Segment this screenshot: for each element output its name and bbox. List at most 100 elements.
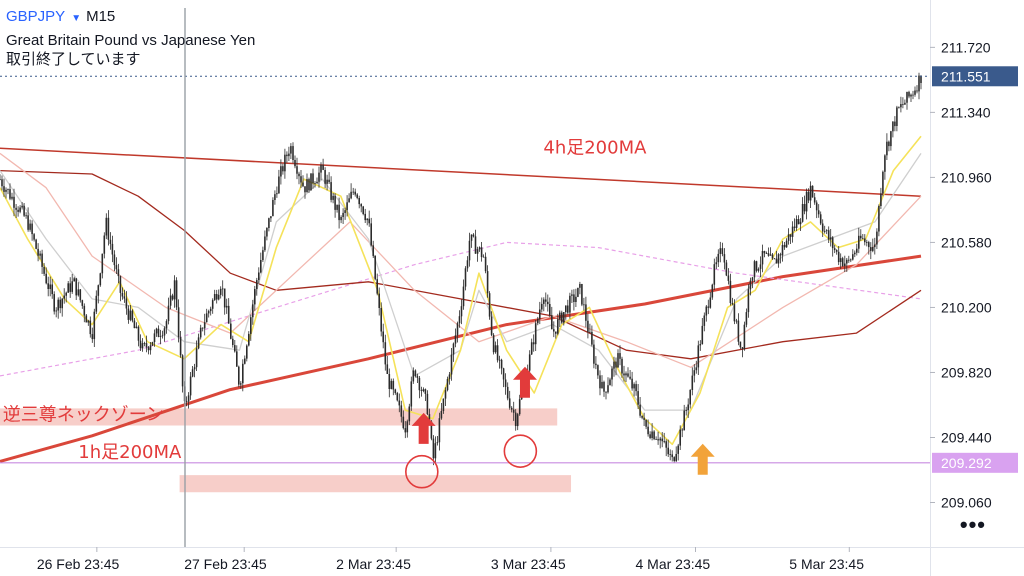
candle-body [276, 193, 278, 194]
candle-body [906, 92, 908, 103]
candle-body [874, 245, 876, 248]
candle-body [587, 321, 589, 332]
candle-body [67, 283, 69, 292]
candle-body [391, 381, 393, 389]
candle-body [696, 367, 698, 370]
more-icon[interactable]: ••• [960, 512, 986, 538]
candle-body [631, 379, 633, 389]
candle-body [834, 248, 836, 250]
candle-body [918, 76, 920, 92]
candle-body [130, 311, 132, 320]
candle-body [399, 401, 401, 406]
candle-body [563, 312, 565, 323]
candle-body [617, 353, 619, 367]
candle-body [625, 373, 627, 375]
y-tick-label: 210.200 [941, 299, 992, 315]
candle-body [35, 240, 37, 249]
candle-body [904, 103, 906, 105]
candle-body [720, 248, 722, 254]
candle-body [212, 300, 214, 309]
candle-body [374, 256, 376, 279]
candle-body [543, 300, 545, 304]
caret-down-icon[interactable]: ▼ [71, 13, 81, 24]
candle-body [647, 427, 649, 435]
candle-body [491, 317, 493, 335]
candle-body [651, 432, 653, 439]
candle-body [403, 417, 405, 428]
candle-body [200, 328, 202, 338]
candle-body [21, 206, 23, 208]
candle-body [242, 364, 244, 383]
candle-body [862, 238, 864, 239]
candle-body [441, 411, 443, 418]
candle-body [256, 280, 258, 289]
candle-body [724, 254, 726, 262]
candle-body [657, 439, 659, 440]
candle-body [718, 254, 720, 262]
candle-body [499, 360, 501, 361]
candle-body [192, 369, 194, 376]
candle-body [7, 189, 9, 190]
candle-body [828, 230, 830, 239]
candle-body [268, 218, 270, 228]
candle-body [354, 192, 356, 195]
candle-body [840, 258, 842, 262]
candle-body [517, 414, 519, 426]
neckline-zone-1 [180, 475, 571, 492]
candle-body [537, 319, 539, 323]
candle-body [908, 92, 910, 97]
candle-body [9, 189, 11, 199]
candle-body [511, 408, 513, 410]
candle-body [433, 439, 435, 459]
candle-body [557, 319, 559, 333]
candle-body [164, 328, 166, 335]
candle-body [730, 281, 732, 303]
candle-body [778, 254, 780, 263]
x-tick-label: 3 Mar 23:45 [491, 556, 566, 572]
candle-body [250, 317, 252, 334]
candle-body [698, 345, 700, 367]
candle-body [340, 217, 342, 220]
candle-body [124, 296, 126, 298]
candle-body [358, 198, 360, 204]
candle-body [714, 264, 716, 285]
candle-body [461, 306, 463, 316]
candle-body [567, 306, 569, 313]
candle-body [551, 315, 553, 329]
candle-body [473, 235, 475, 237]
candle-body [780, 254, 782, 255]
support-price-label: 209.292 [941, 455, 992, 471]
candle-body [814, 197, 816, 202]
candle-body [178, 307, 180, 337]
candle-body [138, 327, 140, 341]
candle-body [372, 245, 374, 256]
candle-body [507, 387, 509, 399]
candle-body [288, 154, 290, 157]
candle-body [248, 334, 250, 346]
candle-body [702, 326, 704, 344]
candle-body [120, 276, 122, 293]
candle-body [471, 235, 473, 241]
candle-body [53, 294, 55, 311]
candle-body [541, 304, 543, 310]
symbol-label[interactable]: GBPJPY [6, 8, 65, 25]
candle-body [782, 245, 784, 255]
candle-body [553, 329, 555, 331]
timeframe-label[interactable]: M15 [86, 8, 115, 25]
candle-body [437, 442, 439, 443]
candle-body [706, 307, 708, 316]
candle-body [140, 341, 142, 349]
candle-body [190, 377, 192, 396]
x-tick-label: 26 Feb 23:45 [37, 556, 120, 572]
candle-body [455, 335, 457, 343]
candle-body [655, 439, 657, 440]
candle-body [641, 416, 643, 418]
candle-body [856, 249, 858, 253]
candle-body [39, 254, 41, 256]
candle-body [427, 394, 429, 414]
candle-body [694, 370, 696, 375]
candle-body [174, 280, 176, 299]
candle-body [689, 390, 691, 405]
candle-body [888, 142, 890, 146]
